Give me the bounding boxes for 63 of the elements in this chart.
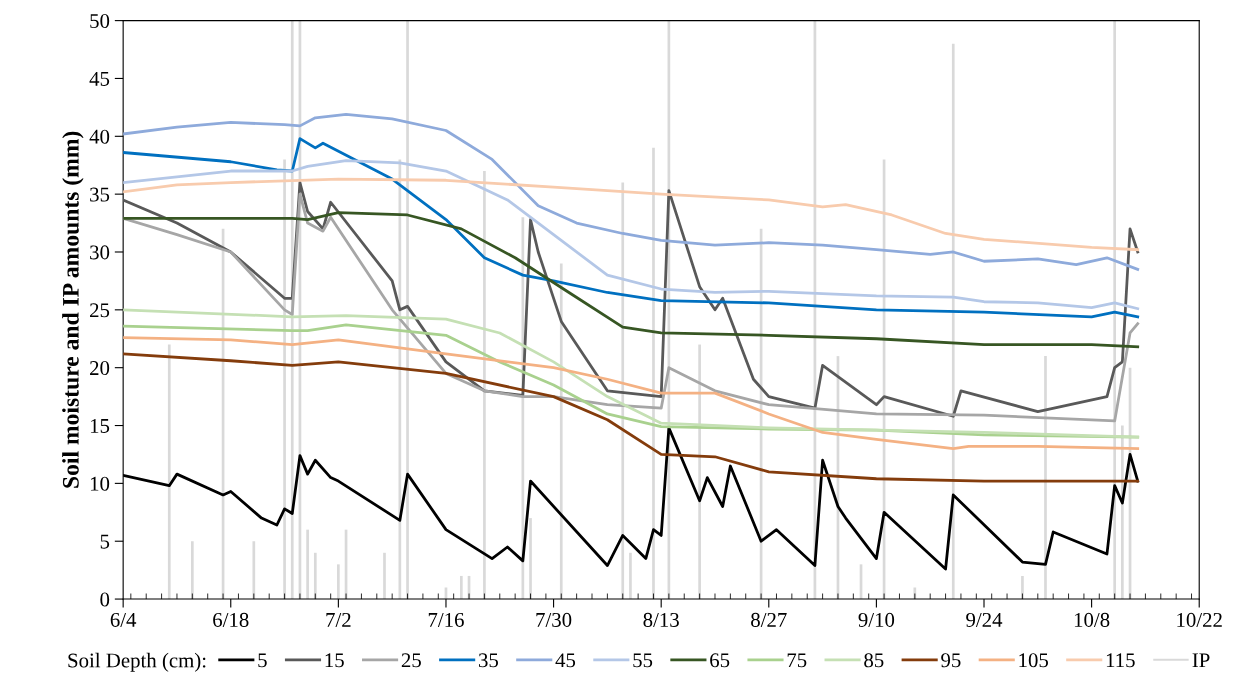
x-tick-label: 9/24 [966, 612, 1003, 627]
bar [529, 518, 532, 600]
bar [190, 541, 194, 600]
bar [951, 43, 955, 600]
bar [167, 344, 171, 600]
x-tick-label: 8/13 [643, 612, 679, 627]
bar [252, 541, 256, 600]
line-series [123, 177, 1140, 252]
y-tick-label: 35 [90, 187, 110, 202]
y-tick-label: 40 [89, 129, 110, 144]
y-tick-label: 5 [100, 534, 110, 549]
legend-label: 85 [864, 653, 884, 668]
legend-label: 45 [555, 653, 576, 668]
x-tick-label: 6/4 [110, 612, 137, 627]
bar [460, 575, 463, 600]
line-series [123, 137, 1140, 319]
legend-label: 75 [787, 653, 807, 668]
bar [1021, 575, 1024, 600]
bar [306, 529, 309, 600]
legend-label: 15 [325, 653, 344, 668]
x-tick-label: 7/30 [536, 612, 572, 627]
x-tick-label: 6/18 [213, 612, 249, 627]
line-series [123, 159, 1140, 311]
bar [483, 171, 486, 600]
bar [283, 159, 286, 600]
legend-label: 115 [1106, 653, 1135, 668]
line-series [123, 352, 1140, 483]
y-tick-label: 15 [90, 419, 110, 433]
legend-label: 55 [633, 653, 653, 668]
legend-label: 25 [401, 653, 421, 668]
line-series [123, 112, 1140, 271]
bar [652, 147, 655, 600]
x-tick-label: 10/22 [1177, 612, 1222, 627]
bar [1044, 356, 1047, 600]
bar [313, 552, 317, 600]
legend-label: 95 [941, 653, 961, 668]
bar [559, 263, 563, 600]
y-tick-label: 0 [100, 592, 110, 607]
line-series [123, 211, 1140, 349]
bar [621, 182, 625, 600]
x-tick-label: 10/8 [1074, 612, 1110, 627]
bar [629, 552, 632, 600]
x-tick-label: 7/2 [326, 612, 351, 627]
y-axis-title: Soil moisture and IP amounts (mm) [62, 131, 84, 488]
y-tick-label: 30 [90, 245, 110, 260]
y-tick-label: 25 [90, 303, 110, 318]
legend-label: 105 [1019, 653, 1049, 668]
y-tick-label: 10 [90, 476, 110, 491]
legend-label: IP [1192, 653, 1210, 668]
y-tick-label: 20 [90, 361, 110, 376]
legend-label: 65 [710, 653, 730, 668]
legend-label: 35 [478, 653, 499, 668]
y-tick-label: 45 [89, 71, 110, 86]
legend-label: 5 [258, 653, 267, 668]
bar [383, 552, 386, 600]
x-tick-label: 9/10 [858, 612, 895, 627]
legend-title: Soil Depth (cm): [68, 652, 206, 672]
bar [337, 564, 340, 600]
x-tick-label: 7/16 [428, 612, 464, 627]
x-tick-label: 8/27 [751, 612, 787, 627]
line-series [123, 336, 1140, 451]
line-series [123, 426, 1140, 571]
y-tick-label: 50 [90, 13, 110, 29]
